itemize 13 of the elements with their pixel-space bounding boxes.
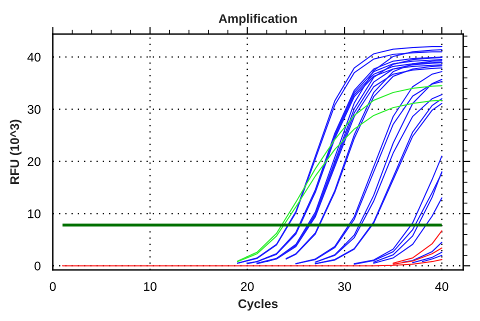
y-tick-label: 0 [34, 262, 41, 270]
chart-title: Amplification [218, 14, 297, 26]
y-axis-title: RFU (10^3) [10, 120, 22, 184]
x-axis-title: Cycles [238, 298, 278, 311]
y-tick-label: 40 [27, 52, 41, 62]
x-tick-label: 0 [50, 282, 56, 291]
y-tick-label: 10 [28, 209, 41, 218]
x-tick-label: 30 [338, 282, 352, 291]
x-tick-label: 20 [240, 282, 254, 291]
x-tick-label: 10 [144, 282, 157, 291]
x-tick-label: 40 [435, 282, 448, 291]
y-tick-label: 20 [28, 157, 41, 166]
y-tick-label: 30 [28, 104, 41, 114]
